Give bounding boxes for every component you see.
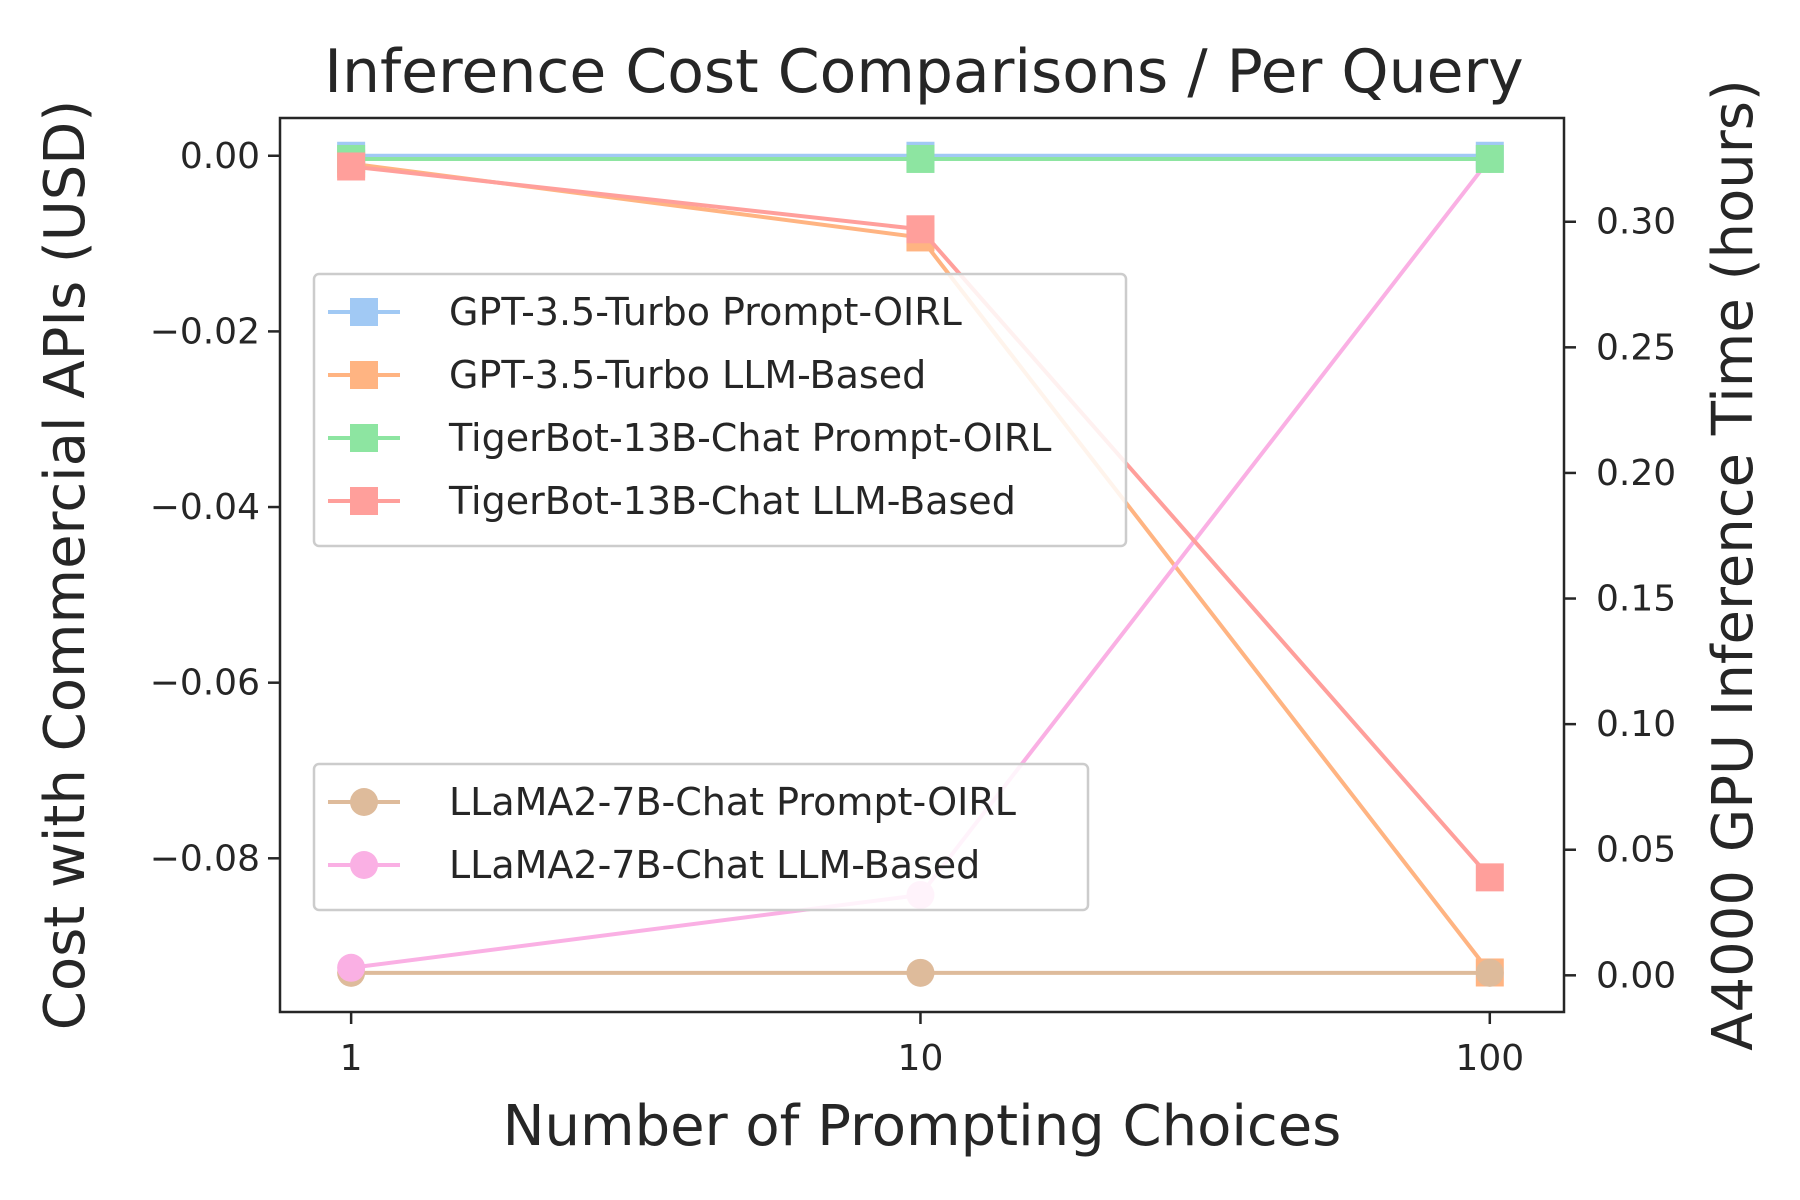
left-y-tick-label: −0.04 xyxy=(150,487,260,528)
legend-label: TigerBot-13B-Chat LLM-Based xyxy=(448,479,1016,523)
x-tick-label: 10 xyxy=(898,1038,944,1079)
right-y-tick-label: 0.20 xyxy=(1596,453,1676,494)
legend-entry: LLaMA2-7B-Chat LLM-Based xyxy=(328,843,980,887)
right-y-tick-label: 0.30 xyxy=(1596,202,1676,243)
legend-marker xyxy=(350,424,378,452)
left-y-tick-label: 0.00 xyxy=(180,136,260,177)
x-tick-label: 100 xyxy=(1455,1038,1524,1079)
x-axis: 1 10 100 xyxy=(340,1012,1524,1079)
legend-label: TigerBot-13B-Chat Prompt-OIRL xyxy=(448,416,1051,460)
left-y-tick-label: −0.08 xyxy=(150,838,260,879)
legend-entry: GPT-3.5-Turbo Prompt-OIRL xyxy=(328,290,962,334)
left-y-tick-label: −0.06 xyxy=(150,663,260,704)
data-point xyxy=(337,152,366,181)
legend-marker xyxy=(350,361,378,389)
legend-marker xyxy=(350,298,378,326)
legend-box xyxy=(312,762,1090,912)
legend-label: LLaMA2-7B-Chat Prompt-OIRL xyxy=(449,780,1016,824)
data-point xyxy=(906,958,935,987)
legend-label: GPT-3.5-Turbo Prompt-OIRL xyxy=(449,290,962,334)
right-y-tick-label: 0.10 xyxy=(1596,704,1676,745)
data-point xyxy=(1475,863,1504,892)
left-y-axis-label: Cost with Commercial APIs (USD) xyxy=(33,100,98,1031)
legend-entry: GPT-3.5-Turbo LLM-Based xyxy=(328,353,926,397)
plot-frame xyxy=(278,116,1566,1014)
legend-lower: LLaMA2-7B-Chat Prompt-OIRL LLaMA2-7B-Chat… xyxy=(312,762,1090,912)
x-axis-label: Number of Prompting Choices xyxy=(503,1094,1342,1159)
legend-upper: GPT-3.5-Turbo Prompt-OIRL GPT-3.5-Turbo L… xyxy=(312,272,1128,548)
legend-marker xyxy=(350,487,378,515)
right-y-axis: 0.00 0.05 0.10 0.15 0.20 0.25 0.30 xyxy=(1564,202,1676,996)
legend-label: GPT-3.5-Turbo LLM-Based xyxy=(449,353,926,397)
chart-title: Inference Cost Comparisons / Per Query xyxy=(324,37,1523,107)
right-y-axis-label: A4000 GPU Inference Time (hours) xyxy=(1701,79,1766,1051)
legend-marker xyxy=(350,788,378,816)
legend-marker xyxy=(350,851,378,879)
x-tick-label: 1 xyxy=(340,1038,363,1079)
right-y-tick-label: 0.00 xyxy=(1596,955,1676,996)
right-y-tick-label: 0.05 xyxy=(1596,830,1676,871)
left-y-axis: 0.00 −0.02 −0.04 −0.06 −0.08 xyxy=(150,136,280,879)
data-point xyxy=(1475,144,1504,173)
right-y-tick-label: 0.25 xyxy=(1596,327,1676,368)
data-point xyxy=(1475,958,1504,987)
left-y-tick-label: −0.02 xyxy=(150,311,260,352)
legend-entry: TigerBot-13B-Chat Prompt-OIRL xyxy=(328,416,1051,460)
legend-entry: TigerBot-13B-Chat LLM-Based xyxy=(328,479,1016,523)
data-point xyxy=(906,215,935,244)
data-point xyxy=(337,953,366,982)
data-point xyxy=(906,144,935,173)
legend-box xyxy=(312,272,1128,548)
legend-label: LLaMA2-7B-Chat LLM-Based xyxy=(449,843,980,887)
series-4 xyxy=(337,152,1504,892)
right-y-tick-label: 0.15 xyxy=(1596,579,1676,620)
legend-entry: LLaMA2-7B-Chat Prompt-OIRL xyxy=(328,780,1016,824)
